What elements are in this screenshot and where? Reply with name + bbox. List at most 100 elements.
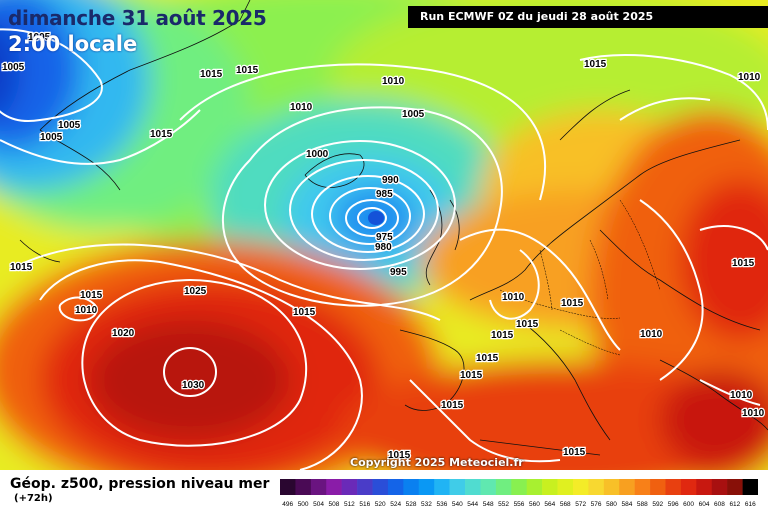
color-scale-swatch — [418, 479, 435, 495]
color-scale-tick-label: 524 — [390, 501, 401, 508]
isobar-label: 1010 — [730, 390, 753, 401]
color-scale-swatch — [434, 479, 450, 495]
color-scale-swatch — [557, 479, 574, 495]
isobar-label: 1015 — [388, 450, 411, 461]
color-scale-swatch — [526, 479, 543, 495]
isobar-label: 990 — [382, 175, 399, 186]
color-scale-swatch — [711, 479, 728, 495]
isobar-label: 1015 — [561, 298, 584, 309]
isobar-label: 1015 — [732, 258, 755, 269]
color-scale-tick-label: 540 — [452, 501, 463, 508]
color-scale-tick-label: 616 — [745, 501, 756, 508]
isobar-label: 1015 — [584, 59, 607, 70]
color-scale-tick-label: 544 — [467, 501, 478, 508]
country-borders — [499, 199, 661, 356]
forecast-local-time: 2:00 locale — [8, 32, 138, 56]
isobar-label: 1025 — [184, 286, 207, 297]
color-scale-tick-label: 612 — [729, 501, 740, 508]
isobar-label: 1000 — [306, 149, 329, 160]
color-scale-tick-label: 572 — [575, 501, 586, 508]
color-scale-swatch — [480, 479, 497, 495]
color-scale-tick-label: 504 — [313, 501, 324, 508]
color-scale-tick-label: 536 — [436, 501, 447, 508]
color-scale-swatch — [742, 479, 758, 495]
color-scale-tick-label: 596 — [668, 501, 679, 508]
color-scale-tick-label: 588 — [637, 501, 648, 508]
color-scale-tick-label: 608 — [714, 501, 725, 508]
legend-bar: Géop. z500, pression niveau mer (+72h) 4… — [0, 470, 768, 512]
color-scale-swatch — [603, 479, 620, 495]
isobar-label: 1015 — [10, 262, 33, 273]
forecast-lead-time: (+72h) — [14, 493, 53, 504]
isobar-label: 1015 — [563, 447, 586, 458]
color-scale-tick-label: 600 — [683, 501, 694, 508]
color-scale-tick-label: 516 — [359, 501, 370, 508]
color-scale-swatch — [357, 479, 373, 495]
isobars — [0, 28, 768, 470]
isobar-label: 1020 — [112, 328, 135, 339]
color-scale-swatch — [588, 479, 605, 495]
z500-color-field — [0, 0, 768, 470]
isobar-label: 1015 — [236, 65, 259, 76]
isobar-label: 1015 — [200, 69, 223, 80]
color-scale-tick-label: 560 — [529, 501, 540, 508]
isobar-label: 975 — [376, 232, 393, 243]
isobar-label: 1005 — [58, 120, 81, 131]
color-scale-swatch — [341, 479, 358, 495]
color-scale-tick-label: 584 — [622, 501, 633, 508]
color-scale-tick-label: 500 — [298, 501, 309, 508]
color-scale-swatch — [465, 479, 481, 495]
forecast-date: dimanche 31 août 2025 — [8, 6, 267, 30]
color-scale-swatch — [665, 479, 682, 495]
low-pressure-center — [368, 211, 384, 225]
isobar-label: 1015 — [80, 290, 103, 301]
isobar-label: 1005 — [28, 32, 51, 43]
color-scale-tick-label: 576 — [591, 501, 602, 508]
color-scale-swatch — [310, 479, 327, 495]
model-run-banner: Run ECMWF 0Z du jeudi 28 août 2025 — [408, 6, 768, 28]
color-scale-tick-label: 496 — [282, 501, 293, 508]
isobar-label: 1015 — [150, 129, 173, 140]
color-scale-tick-label: 548 — [483, 501, 494, 508]
isobar-label: 1005 — [2, 62, 25, 73]
isobar-label: 1010 — [290, 102, 313, 113]
legend-title: Géop. z500, pression niveau mer — [10, 476, 270, 492]
color-scale-tick-label: 528 — [406, 501, 417, 508]
color-scale-swatch — [387, 479, 404, 495]
color-scale-tick-label: 512 — [344, 501, 355, 508]
isobar-label: 1010 — [738, 72, 761, 83]
color-scale-tick-label: 552 — [498, 501, 509, 508]
color-scale-swatch — [680, 479, 697, 495]
color-scale-tick-label: 564 — [544, 501, 555, 508]
isobar-label: 1010 — [742, 408, 765, 419]
color-scale-swatch — [511, 479, 528, 495]
copyright-notice: Copyright 2025 Meteociel.fr — [350, 456, 524, 469]
isobar-label: 1015 — [516, 319, 539, 330]
isobar-label: 1010 — [382, 76, 405, 87]
color-scale-tick-label: 532 — [421, 501, 432, 508]
isobar-label: 995 — [390, 267, 407, 278]
isobar-label: 1015 — [491, 330, 514, 341]
color-scale-swatch — [572, 479, 589, 495]
color-scale-swatch — [619, 479, 635, 495]
color-scale-swatch — [495, 479, 512, 495]
color-scale: 496 500 504 508 512 516 520 524 528 532 536 540 544 5… — [280, 479, 758, 508]
color-scale-swatch — [542, 479, 558, 495]
isobar-label: 1005 — [40, 132, 63, 143]
color-scale-swatch — [634, 479, 651, 495]
coastlines — [19, 0, 768, 456]
isobar-label: 1015 — [441, 400, 464, 411]
isobar-label: 1015 — [460, 370, 483, 381]
isobar-label: 1030 — [182, 380, 205, 391]
color-scale-swatch — [727, 479, 743, 495]
color-scale-swatch — [650, 479, 666, 495]
isobar-label: 1015 — [293, 307, 316, 318]
color-scale-tick-label: 580 — [606, 501, 617, 508]
color-scale-swatch — [372, 479, 389, 495]
color-scale-swatch — [326, 479, 342, 495]
color-scale-tick-label: 592 — [652, 501, 663, 508]
isobar-label: 980 — [375, 242, 392, 253]
color-scale-swatch — [696, 479, 713, 495]
isobar-label: 1010 — [640, 329, 663, 340]
